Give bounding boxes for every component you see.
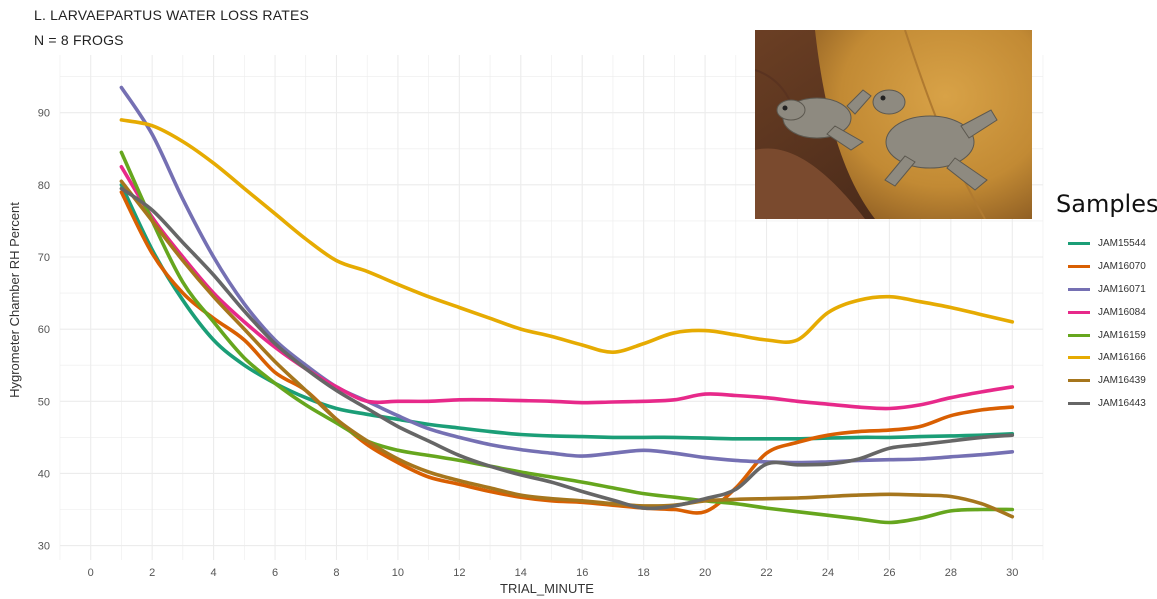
x-tick-label: 16 — [576, 567, 588, 579]
x-tick-label: 8 — [333, 567, 339, 579]
series-line-jam16443 — [119, 186, 1015, 511]
legend-items: JAM15544 JAM16070 JAM16071 JAM16084 JAM16159… — [1056, 232, 1157, 415]
x-tick-label: 0 — [88, 567, 94, 579]
line-chart: 0 2 4 6 8 10 12 14 16 18 20 22 24 26 28 30 304050607080… — [7, 55, 1044, 596]
legend-swatch — [1068, 264, 1090, 268]
legend-item-jam16166: JAM16166 — [1056, 346, 1157, 369]
y-axis-label: Hygrometer Chamber RH Percent — [7, 202, 22, 398]
legend-label: JAM16166 — [1098, 352, 1146, 364]
x-tick-label: 4 — [211, 567, 217, 579]
x-tick-label: 28 — [945, 567, 957, 579]
chart-title: L. LARVAEPARTUS WATER LOSS RATES — [34, 7, 310, 23]
x-tick-labels: 0 2 4 6 8 10 12 14 16 18 20 22 24 26 28 30 — [88, 567, 1019, 579]
x-tick-label: 6 — [272, 567, 278, 579]
y-tick-label: 60 — [38, 324, 50, 336]
legend-label: JAM16159 — [1098, 329, 1146, 341]
series-line-jam16070 — [119, 190, 1015, 515]
legend-label: JAM16070 — [1098, 260, 1146, 272]
legend: Samples JAM15544 JAM16070 JAM16071 JAM16084… — [1056, 190, 1157, 415]
x-tick-label: 20 — [699, 567, 711, 579]
legend-label: JAM16071 — [1098, 283, 1146, 295]
frog-photo — [755, 30, 1032, 219]
chart-subtitle: N = 8 FROGS — [34, 32, 124, 48]
legend-item-jam16159: JAM16159 — [1056, 324, 1157, 347]
legend-swatch — [1068, 356, 1090, 360]
x-tick-label: 2 — [149, 567, 155, 579]
x-tick-label: 14 — [515, 567, 527, 579]
x-tick-label: 24 — [822, 567, 834, 579]
x-tick-label: 22 — [760, 567, 772, 579]
legend-item-jam16084: JAM16084 — [1056, 301, 1157, 324]
legend-swatch — [1068, 402, 1090, 406]
series-line-jam16439 — [119, 179, 1015, 519]
legend-title: Samples — [1056, 190, 1157, 218]
legend-item-jam15544: JAM15544 — [1056, 232, 1157, 255]
x-tick-label: 30 — [1006, 567, 1018, 579]
legend-item-jam16070: JAM16070 — [1056, 255, 1157, 278]
legend-label: JAM16439 — [1098, 375, 1146, 387]
x-tick-label: 12 — [453, 567, 465, 579]
x-axis-label: TRIAL_MINUTE — [500, 581, 594, 596]
legend-swatch — [1068, 379, 1090, 383]
series-line-jam16159 — [119, 150, 1015, 525]
legend-swatch — [1068, 310, 1090, 314]
legend-item-jam16439: JAM16439 — [1056, 369, 1157, 392]
series-line-jam16084 — [119, 165, 1015, 411]
y-tick-label: 90 — [38, 108, 50, 120]
y-tick-label: 40 — [38, 468, 50, 480]
legend-label: JAM16084 — [1098, 306, 1146, 318]
y-tick-label: 80 — [38, 180, 50, 192]
x-tick-label: 18 — [638, 567, 650, 579]
y-tick-label: 70 — [38, 252, 50, 264]
x-tick-label: 10 — [392, 567, 404, 579]
y-tick-label: 50 — [38, 396, 50, 408]
legend-label: JAM15544 — [1098, 237, 1146, 249]
x-tick-label: 26 — [883, 567, 895, 579]
legend-swatch — [1068, 287, 1090, 291]
series-line-jam16166 — [119, 118, 1015, 355]
y-tick-label: 30 — [38, 541, 50, 553]
y-tick-labels: 30 40 50 60 70 80 90 — [38, 108, 50, 553]
legend-swatch — [1068, 333, 1090, 337]
legend-swatch — [1068, 241, 1090, 245]
series-lines — [119, 85, 1015, 525]
legend-item-jam16071: JAM16071 — [1056, 278, 1157, 301]
legend-label: JAM16443 — [1098, 398, 1146, 410]
legend-item-jam16443: JAM16443 — [1056, 392, 1157, 415]
